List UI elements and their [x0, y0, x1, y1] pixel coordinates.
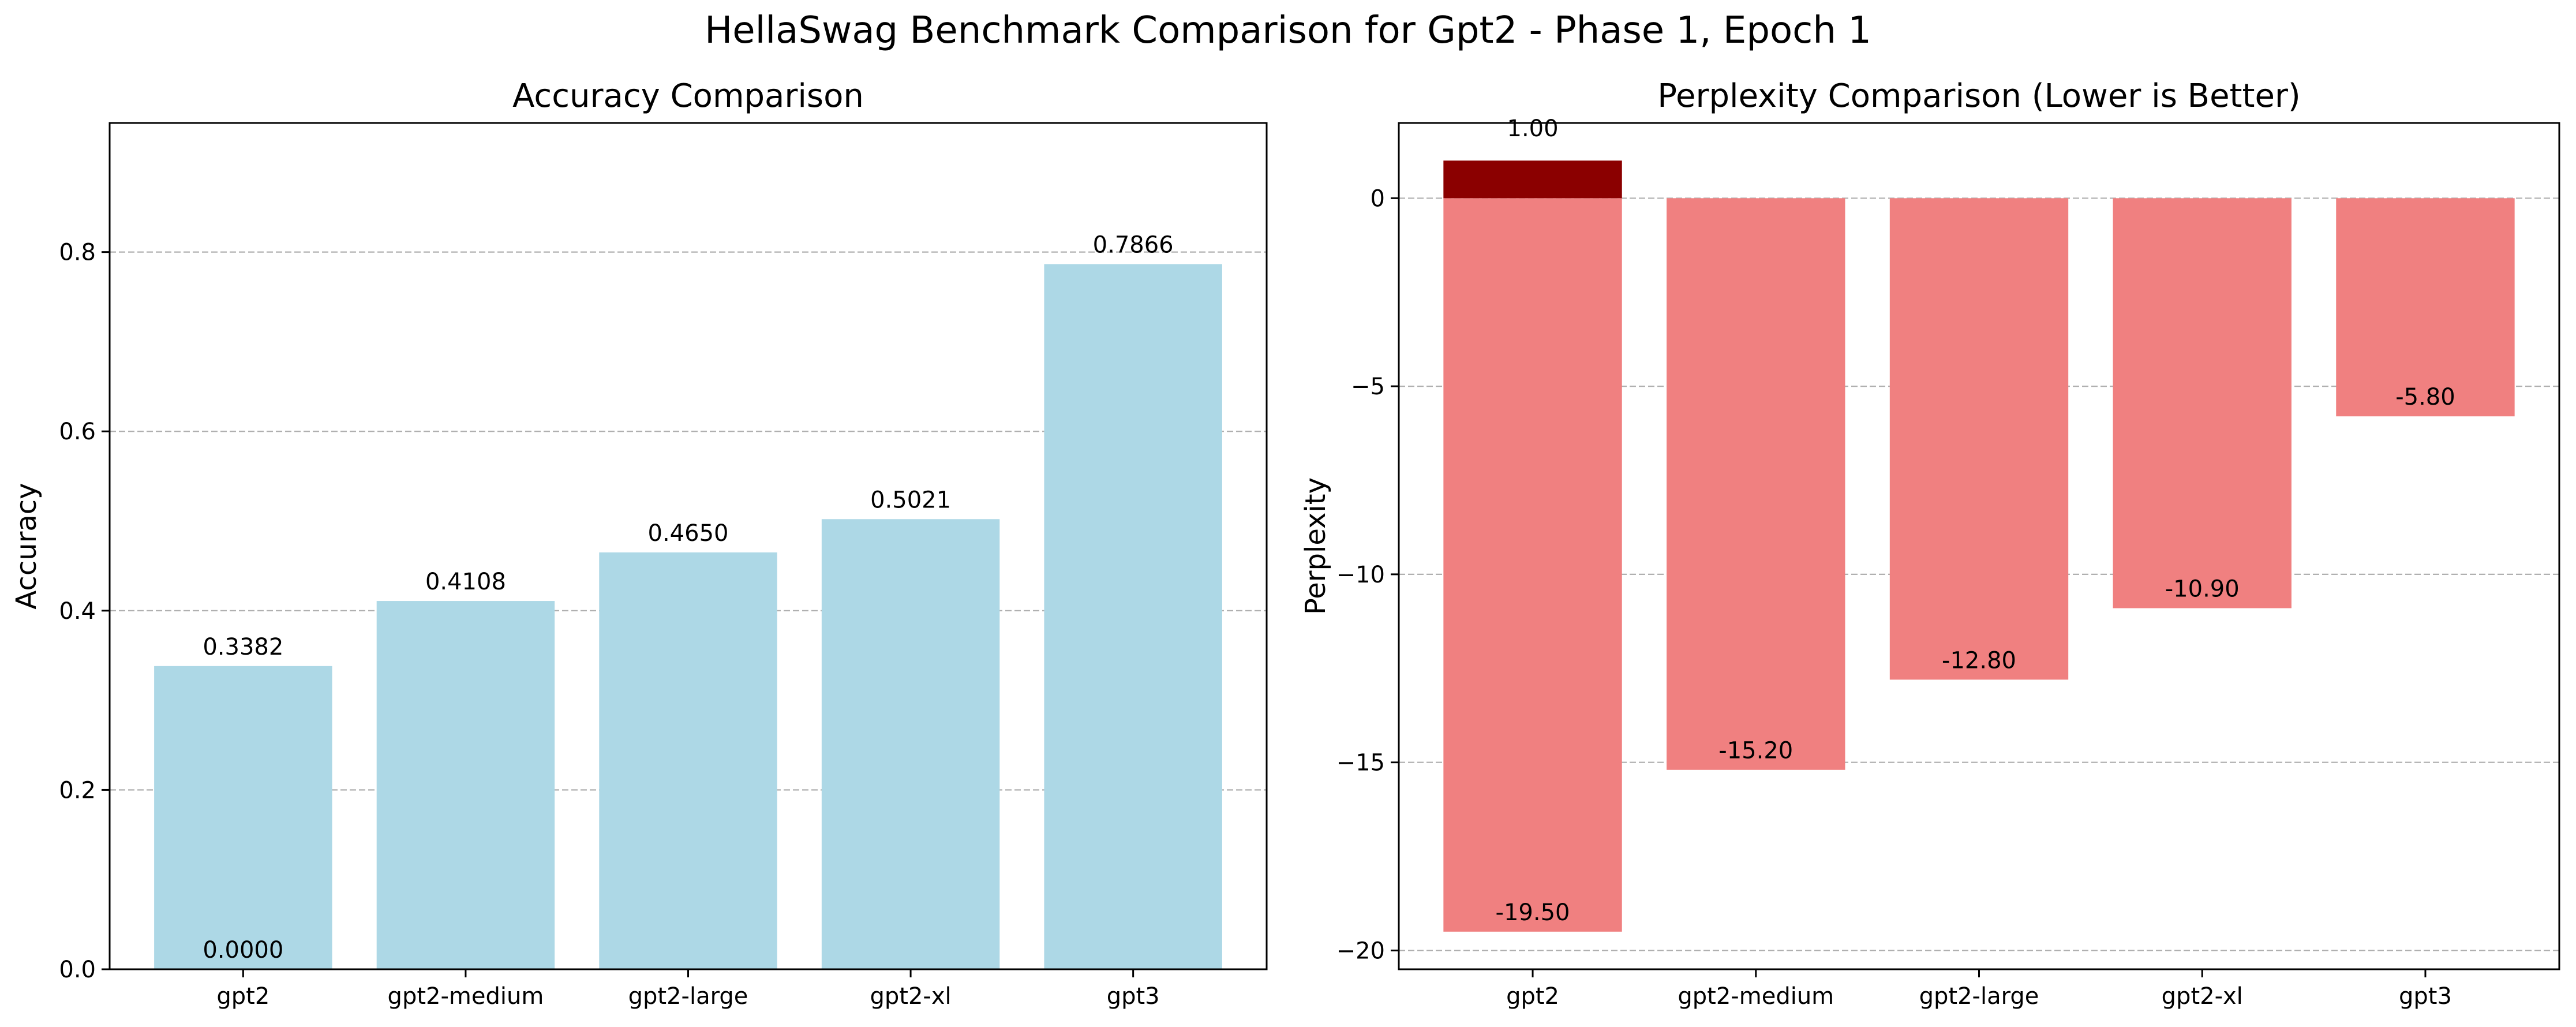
accuracy-annotation-gpt2: 0.0000: [203, 937, 283, 963]
accuracy-data-label-gpt2-xl: 0.5021: [870, 487, 951, 513]
accuracy-bar-gpt2-xl: [821, 519, 1000, 969]
accuracy-data-label-gpt2: 0.3382: [203, 634, 283, 660]
perplexity-y-ticks: −20 −15 −10 −5 0: [1336, 185, 1399, 964]
perplexity-bar-gpt2-medium: [1667, 198, 1845, 770]
perplexity-bar-gpt3: [2336, 198, 2515, 417]
perplexity-x-tick-label-gpt2-large: gpt2-large: [1919, 983, 2039, 1010]
accuracy-x-tick-label-gpt3: gpt3: [1107, 983, 1160, 1010]
accuracy-bars: [154, 264, 1222, 969]
perplexity-x-tick-label-gpt2-xl: gpt2-xl: [2162, 983, 2243, 1010]
perplexity-y-tick-label: −5: [1351, 374, 1385, 400]
accuracy-bar-gpt3: [1044, 264, 1222, 969]
accuracy-chart: 0.3382 0.4108 0.4650 0.5021 0.7866 0.0000 0.0…: [10, 77, 1268, 1010]
perplexity-bar-gpt2-xl: [2113, 198, 2292, 608]
perplexity-data-label-gpt2-xl: -10.90: [2165, 576, 2240, 603]
accuracy-y-axis-label: Accuracy: [10, 483, 43, 609]
accuracy-data-label-gpt2-large: 0.4650: [648, 520, 729, 547]
perplexity-bar-gpt2-large: [1889, 198, 2069, 680]
perplexity-bar-gpt2: [1443, 198, 1622, 932]
accuracy-x-tick-label-gpt2: gpt2: [216, 983, 269, 1010]
accuracy-x-tick-label-gpt2-large: gpt2-large: [628, 983, 748, 1010]
perplexity-y-axis-label: Perplexity: [1300, 477, 1332, 615]
perplexity-y-tick-label: −10: [1336, 562, 1385, 588]
accuracy-y-tick-label: 0.8: [59, 240, 96, 266]
accuracy-chart-title: Accuracy Comparison: [512, 77, 864, 115]
accuracy-bar-gpt2: [154, 666, 332, 969]
perplexity-x-tick-label-gpt3: gpt3: [2399, 983, 2452, 1010]
accuracy-x-ticks: gpt2 gpt2-medium gpt2-large gpt2-xl gpt3: [216, 969, 1160, 1010]
accuracy-y-tick-label: 0.6: [59, 419, 96, 445]
accuracy-y-tick-label: 0.0: [59, 957, 96, 983]
accuracy-bar-gpt2-large: [599, 552, 777, 969]
perplexity-data-labels: -19.50 -15.20 -12.80 -10.90 -5.80 1.00: [1496, 115, 2455, 926]
perplexity-x-tick-label-gpt2: gpt2: [1506, 983, 1559, 1010]
perplexity-chart: -19.50 -15.20 -12.80 -10.90 -5.80 1.00 −20 −15…: [1300, 77, 2560, 1010]
accuracy-data-label-gpt2-medium: 0.4108: [425, 569, 506, 595]
perplexity-y-tick-label: −15: [1336, 750, 1385, 776]
accuracy-y-ticks: 0.0 0.2 0.4 0.6 0.8: [59, 240, 110, 983]
accuracy-data-label-gpt3: 0.7866: [1093, 231, 1174, 258]
accuracy-data-labels: 0.3382 0.4108 0.4650 0.5021 0.7866 0.0000: [203, 231, 1173, 963]
perplexity-data-label-gpt3: -5.80: [2395, 384, 2455, 410]
perplexity-data-label-gpt2-large: -12.80: [1942, 647, 2016, 674]
accuracy-x-tick-label-gpt2-medium: gpt2-medium: [388, 983, 544, 1010]
perplexity-y-tick-label: 0: [1371, 185, 1385, 212]
perplexity-data-label-gpt2: -19.50: [1496, 899, 1570, 926]
perplexity-x-tick-label-gpt2-medium: gpt2-medium: [1678, 983, 1834, 1010]
accuracy-y-tick-label: 0.4: [59, 598, 96, 625]
accuracy-x-tick-label-gpt2-xl: gpt2-xl: [870, 983, 952, 1010]
perplexity-chart-title: Perplexity Comparison (Lower is Better): [1657, 77, 2301, 115]
perplexity-overlay-bar-gpt2: [1443, 160, 1622, 199]
perplexity-x-ticks: gpt2 gpt2-medium gpt2-large gpt2-xl gpt3: [1506, 969, 2452, 1010]
perplexity-y-tick-label: −20: [1336, 938, 1385, 964]
perplexity-data-label-gpt2-medium: -15.20: [1718, 738, 1793, 764]
accuracy-y-tick-label: 0.2: [59, 777, 96, 804]
figure-suptitle: HellaSwag Benchmark Comparison for Gpt2 …: [705, 9, 1871, 52]
accuracy-bar-gpt2-medium: [376, 601, 555, 969]
perplexity-bars: [1443, 160, 2515, 932]
perplexity-overlay-label-gpt2: 1.00: [1507, 115, 1559, 142]
